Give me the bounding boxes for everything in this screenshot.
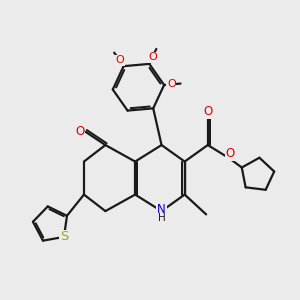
Text: S: S — [60, 230, 68, 243]
Text: N: N — [157, 203, 166, 216]
Text: O: O — [115, 55, 124, 65]
Text: O: O — [75, 125, 84, 138]
Text: O: O — [148, 52, 157, 62]
Text: O: O — [203, 105, 212, 118]
Text: O: O — [167, 80, 176, 89]
Text: O: O — [226, 148, 235, 160]
Text: H: H — [158, 213, 165, 224]
